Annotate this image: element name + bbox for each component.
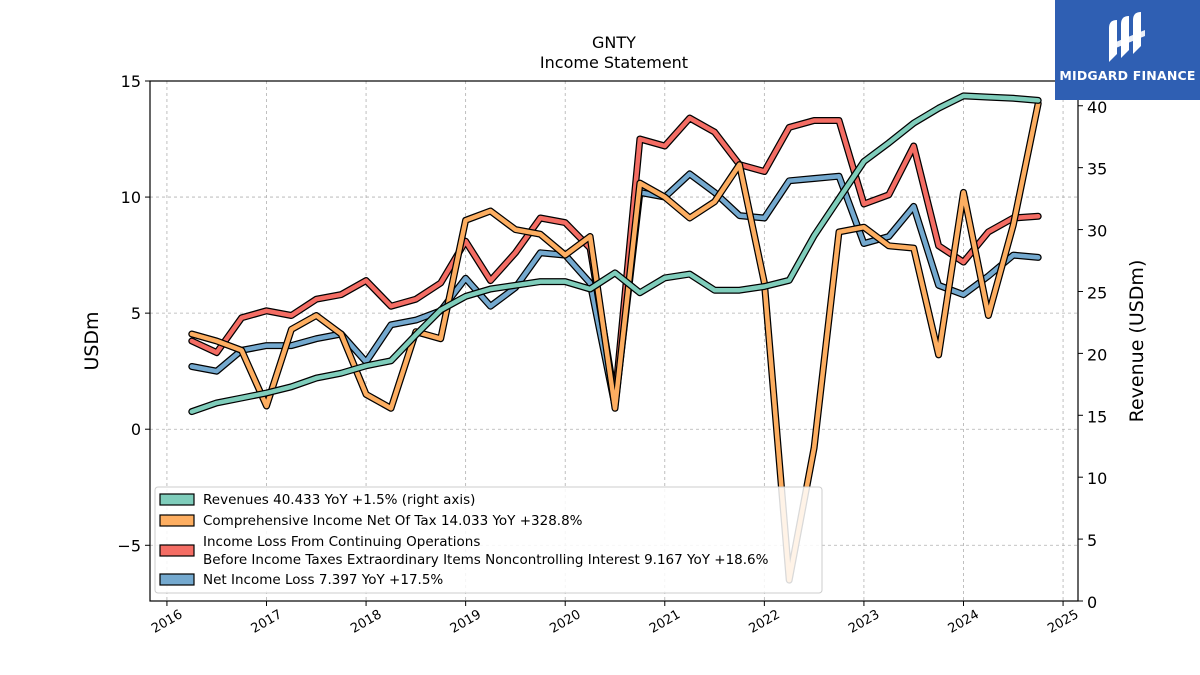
legend-box: [154, 486, 823, 594]
y-tick-label-right: 40: [1087, 98, 1107, 117]
chart-title: GNTY: [592, 33, 636, 52]
y-tick-label-right: 5: [1087, 531, 1097, 550]
y-tick-label-right: 0: [1087, 593, 1097, 612]
y-tick-label-left: −5: [117, 536, 141, 555]
legend-swatch-comprehensive-income: [159, 514, 195, 527]
legend-label-pretax-income-line2: Before Income Taxes Extraordinary Items …: [203, 552, 769, 568]
x-tick-label: 2018: [348, 607, 384, 637]
legend-label-comprehensive-income: Comprehensive Income Net Of Tax 14.033 Y…: [203, 513, 583, 529]
legend-label-revenues: Revenues 40.433 YoY +1.5% (right axis): [203, 492, 475, 508]
midgard-logo-icon: [1109, 12, 1145, 62]
y-axis-right: 0 5 10 15 20 25 30 35 40: [1078, 98, 1107, 612]
series-stroke: [189, 93, 1041, 414]
series-stroke: [189, 101, 1041, 583]
chart-subtitle: Income Statement: [540, 53, 688, 72]
x-tick-label: 2024: [946, 607, 982, 637]
y-axis-left: −5 0 5 10 15: [117, 72, 150, 555]
y-tick-label-right: 20: [1087, 345, 1107, 364]
series-line-1: [188, 100, 1042, 584]
series-outline: [188, 114, 1042, 403]
x-tick-label: 2023: [846, 607, 882, 637]
x-tick-label: 2025: [1045, 607, 1081, 637]
legend: Revenues 40.433 YoY +1.5% (right axis) C…: [154, 486, 823, 594]
legend-swatch-revenues: [159, 493, 195, 506]
y-tick-label-right: 15: [1087, 407, 1107, 426]
brand-logo-text: MIDGARD FINANCE: [1059, 68, 1196, 83]
y-tick-label-left: 5: [131, 304, 141, 323]
y-tick-label-right: 35: [1087, 160, 1107, 179]
x-axis: 2016 2017 2018 2019 2020 2021 2022 2023 2024 2025: [149, 601, 1081, 637]
x-tick-label: 2022: [747, 607, 783, 637]
y-axis-label-left: USDm: [81, 311, 103, 370]
legend-swatch-pretax-income: [159, 544, 195, 557]
x-tick-label: 2019: [448, 607, 484, 637]
x-tick-label: 2017: [249, 607, 285, 637]
y-tick-label-left: 10: [121, 188, 141, 207]
y-tick-label-right: 25: [1087, 283, 1107, 302]
legend-swatch-net-income: [159, 573, 195, 586]
y-axis-label-right: Revenue (USDm): [1126, 260, 1148, 423]
x-tick-label: 2016: [149, 607, 185, 637]
x-tick-label: 2020: [547, 607, 583, 637]
y-tick-label-left: 0: [131, 420, 141, 439]
series-stroke: [189, 115, 1041, 402]
y-tick-label-right: 30: [1087, 222, 1107, 241]
y-tick-label-right: 10: [1087, 469, 1107, 488]
plot-frame: [149, 80, 1079, 602]
series-line-0: [188, 92, 1042, 416]
legend-label-net-income: Net Income Loss 7.397 YoY +17.5%: [203, 572, 443, 588]
x-tick-label: 2021: [647, 607, 683, 637]
legend-label-pretax-income-line1: Income Loss From Continuing Operations: [203, 534, 480, 550]
series-lines: [188, 92, 1042, 584]
series-line-2: [188, 114, 1042, 403]
brand-logo: MIDGARD FINANCE: [1055, 0, 1200, 100]
y-tick-label-left: 15: [121, 72, 141, 91]
